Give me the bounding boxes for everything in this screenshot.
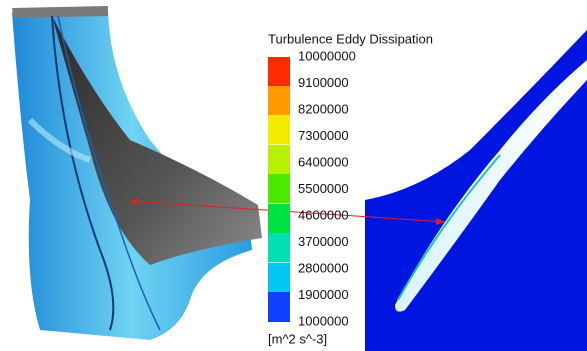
colorbar (268, 57, 290, 322)
tick-label: 3700000 (298, 234, 349, 249)
impeller-view (12, 6, 262, 340)
screenshot: Turbulence Eddy Dissipation [m^2 s^-3] 1… (0, 0, 587, 351)
tick-label: 6400000 (298, 154, 349, 169)
tick-label: 10000000 (298, 48, 356, 63)
tick-label: 9100000 (298, 75, 349, 90)
legend-title: Turbulence Eddy Dissipation (268, 31, 433, 46)
blade-section-view (365, 30, 587, 351)
tick-label: 5500000 (298, 181, 349, 196)
tick-label: 1900000 (298, 287, 349, 302)
tick-label: 7300000 (298, 128, 349, 143)
legend-unit: [m^2 s^-3] (268, 331, 327, 346)
tick-label: 1000000 (298, 313, 349, 328)
tick-label: 4600000 (298, 207, 349, 222)
colorbar-ticks: 10000000 9100000 8200000 7300000 6400000 5500… (298, 48, 356, 328)
tick-label: 8200000 (298, 101, 349, 116)
tick-label: 2800000 (298, 260, 349, 275)
